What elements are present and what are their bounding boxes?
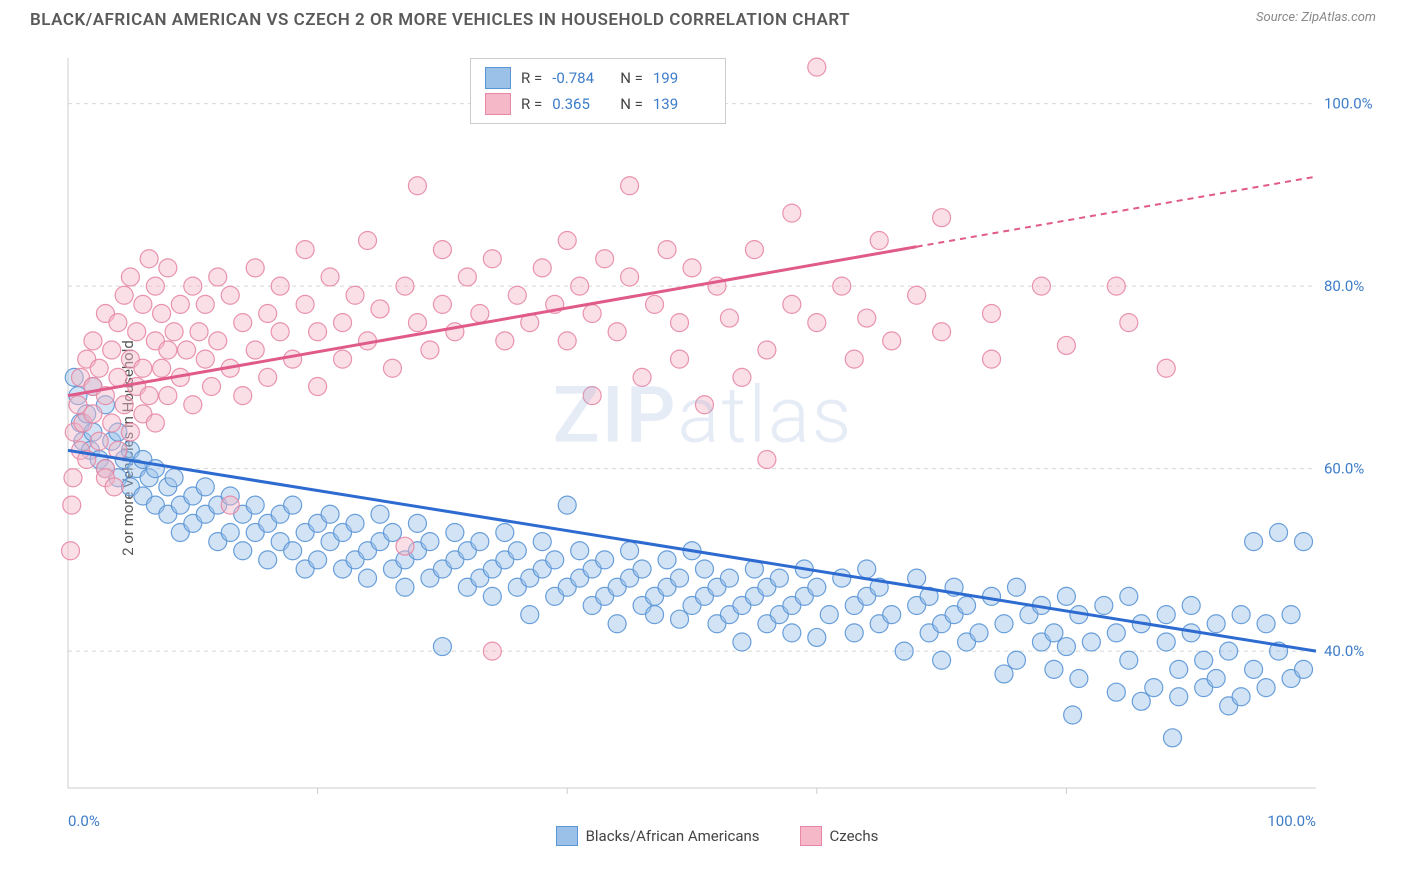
n-label: N =: [620, 95, 643, 113]
svg-text:100.0%: 100.0%: [1324, 95, 1373, 113]
correlation-legend: R = -0.784 N = 199 R = 0.365 N = 139: [470, 58, 726, 124]
legend-swatch-2: [485, 93, 511, 115]
legend-row-series-2: R = 0.365 N = 139: [485, 91, 711, 117]
legend-label: Czechs: [830, 827, 879, 845]
n-label: N =: [620, 69, 643, 87]
r-label: R =: [521, 95, 542, 113]
legend-swatch-1: [485, 67, 511, 89]
legend-square-1: [556, 826, 578, 846]
r-value: 0.365: [552, 95, 610, 113]
legend-item-series-2: Czechs: [800, 826, 879, 846]
n-value: 139: [653, 95, 711, 113]
svg-text:40.0%: 40.0%: [1324, 642, 1364, 660]
n-value: 199: [653, 69, 711, 87]
chart-area: 2 or more Vehicles in Household 40.0%60.…: [30, 48, 1376, 848]
r-label: R =: [521, 69, 542, 87]
x-axis-legend: Blacks/African Americans Czechs: [58, 826, 1376, 846]
svg-text:80.0%: 80.0%: [1324, 277, 1364, 295]
r-value: -0.784: [552, 69, 610, 87]
legend-row-series-1: R = -0.784 N = 199: [485, 65, 711, 91]
legend-label: Blacks/African Americans: [586, 827, 760, 845]
chart-title: BLACK/AFRICAN AMERICAN VS CZECH 2 OR MOR…: [30, 10, 850, 30]
scatter-plot: 40.0%60.0%80.0%100.0%0.0%100.0%: [58, 48, 1376, 848]
legend-square-2: [800, 826, 822, 846]
legend-item-series-1: Blacks/African Americans: [556, 826, 760, 846]
source-credit: Source: ZipAtlas.com: [1256, 10, 1376, 25]
svg-text:60.0%: 60.0%: [1324, 460, 1364, 478]
